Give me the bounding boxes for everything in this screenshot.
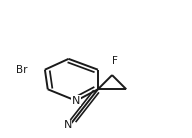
Text: Br: Br bbox=[16, 65, 27, 75]
Text: N: N bbox=[63, 120, 72, 130]
Text: N: N bbox=[72, 96, 80, 106]
Text: F: F bbox=[112, 56, 118, 66]
